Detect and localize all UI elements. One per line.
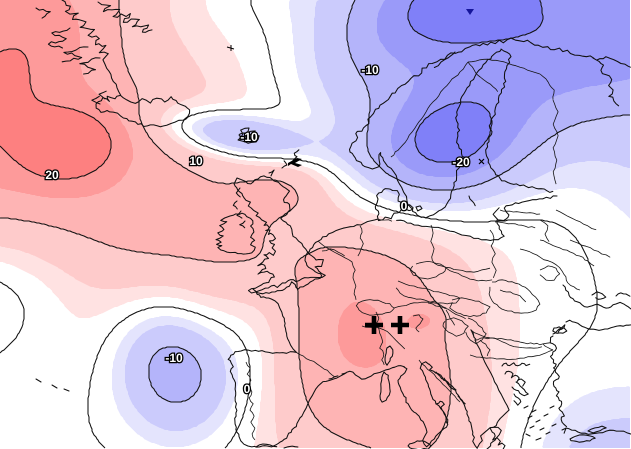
svg-text:0: 0 <box>244 382 251 396</box>
svg-text:20: 20 <box>45 168 59 182</box>
svg-text:0: 0 <box>401 199 408 213</box>
svg-text:-10: -10 <box>165 351 183 365</box>
svg-text:10: 10 <box>189 154 203 168</box>
svg-text:-10: -10 <box>361 63 379 77</box>
svg-text:-10: -10 <box>240 130 258 144</box>
svg-text:-20: -20 <box>452 155 470 169</box>
